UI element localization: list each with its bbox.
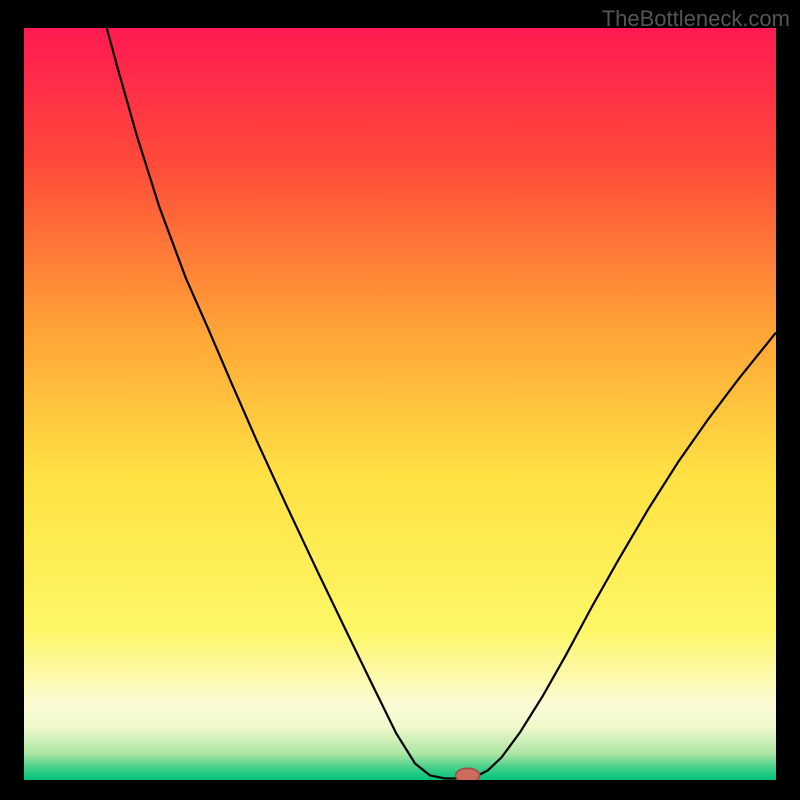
chart-svg: [24, 28, 776, 780]
gradient-background: [24, 28, 776, 780]
watermark-text: TheBottleneck.com: [602, 6, 790, 32]
bottleneck-chart: [24, 28, 776, 780]
optimal-point-marker: [456, 768, 480, 780]
